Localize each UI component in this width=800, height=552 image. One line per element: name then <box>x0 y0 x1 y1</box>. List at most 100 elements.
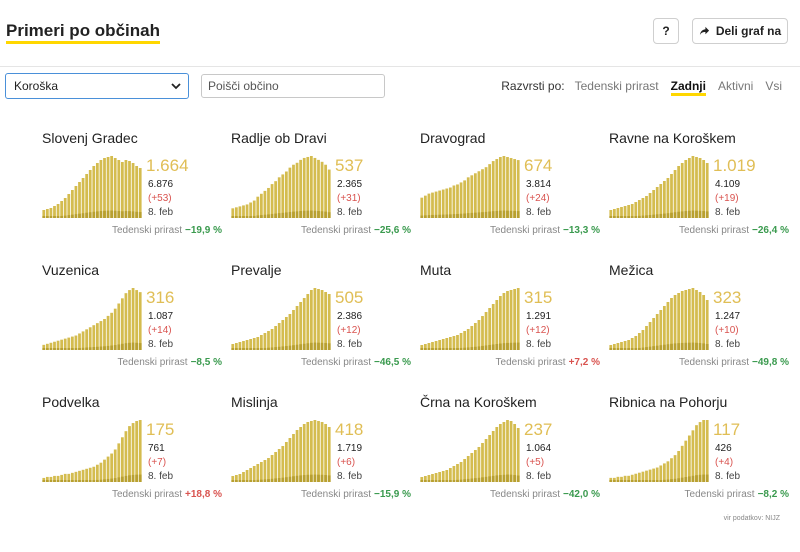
chart-bar-new <box>242 216 245 218</box>
chart-bar <box>609 477 613 482</box>
chart-bar <box>281 174 285 218</box>
last-date: 8. feb <box>526 339 552 350</box>
chart-bar <box>270 184 274 218</box>
chart-bar <box>306 156 310 218</box>
sort-option-active[interactable]: Aktivni <box>717 79 754 93</box>
chart-bar-new <box>637 215 641 218</box>
chart-bar <box>473 450 477 482</box>
chart-bar <box>477 171 481 218</box>
chart-bar-new <box>495 210 499 218</box>
chart-bar <box>502 156 506 218</box>
chart-bar-new <box>470 347 474 350</box>
chart-bar-new <box>655 345 659 350</box>
chart-bar <box>506 291 509 350</box>
chart-bar-new <box>516 342 520 350</box>
chart-bar <box>456 335 459 350</box>
new-cases: (+10) <box>715 325 739 336</box>
sort-option-latest[interactable]: Zadnji <box>670 80 706 96</box>
municipality-card[interactable]: Prevalje 505 2.386 (+12) 8. feb Tedenski prir… <box>231 252 411 370</box>
chart-bar-new <box>509 210 513 218</box>
chart-bar-new <box>313 210 317 218</box>
chart-bar-new <box>620 348 623 350</box>
chart-bar-new <box>302 475 306 482</box>
chart-bar-new <box>698 474 702 482</box>
municipality-card[interactable]: Vuzenica 316 1.087 (+14) 8. feb Tedenski prir… <box>42 252 222 370</box>
chart-bar-new <box>292 345 295 350</box>
municipality-card[interactable]: Mislinja 418 1.719 (+6) 8. feb Tedenski prira… <box>231 384 411 502</box>
chart-bar <box>506 157 509 218</box>
sort-option-all[interactable]: Vsi <box>765 79 782 93</box>
chart-bar <box>659 184 663 218</box>
new-cases: (+6) <box>337 457 356 468</box>
chart-bar <box>274 181 278 218</box>
chart-bar <box>302 424 306 482</box>
chart-bar-new <box>99 479 103 482</box>
municipality-card[interactable]: Muta 315 1.291 (+12) 8. feb Tedenski prirast +… <box>420 252 600 370</box>
weekly-growth-value: −8,2 % <box>757 489 789 500</box>
chart-bar-new <box>620 480 623 482</box>
sort-option-weekly[interactable]: Tedenski prirast <box>574 79 659 93</box>
chart-bar <box>309 156 313 218</box>
chart-bar <box>441 471 445 482</box>
chart-bar <box>81 331 85 350</box>
chart-bar <box>78 470 81 482</box>
chart-bar <box>259 462 263 482</box>
municipality-card[interactable]: Radlje ob Dravi 537 2.365 (+31) 8. feb Tedens… <box>231 120 411 238</box>
help-button[interactable]: ? <box>653 18 679 44</box>
municipality-card[interactable]: Črna na Koroškem 237 1.064 (+5) 8. feb Tedens… <box>420 384 600 502</box>
chart-bar <box>627 475 631 482</box>
chart-bar <box>659 465 663 482</box>
chart-bar <box>306 294 310 350</box>
chart-bar-new <box>452 480 456 482</box>
municipality-card[interactable]: Dravograd 674 3.814 (+24) 8. feb Tedenski pri… <box>420 120 600 238</box>
chart-bar-new <box>445 480 449 482</box>
chart-bar <box>702 420 706 482</box>
chart-bar <box>673 295 677 350</box>
chart-bar-new <box>295 344 299 350</box>
chart-bar-new <box>113 478 117 482</box>
chart-bar <box>252 200 256 218</box>
chart-bar-new <box>612 480 616 482</box>
weekly-growth-value: −13,3 % <box>563 225 600 236</box>
region-select[interactable]: Koroška <box>5 73 189 99</box>
chart-bar <box>680 163 684 218</box>
chart-bar <box>516 160 520 218</box>
chart-bar <box>652 318 656 350</box>
municipality-chart <box>609 156 709 218</box>
chart-bar <box>463 459 467 482</box>
chart-bar <box>259 193 263 218</box>
chart-bar-new <box>662 213 666 218</box>
municipality-card[interactable]: Ribnica na Pohorju 117 426 (+4) 8. feb Tedens… <box>609 384 789 502</box>
chart-bar <box>470 453 474 482</box>
chart-bar-new <box>691 342 695 350</box>
chart-bar <box>267 458 270 482</box>
chart-bar-new <box>702 474 706 482</box>
chart-bar-new <box>309 474 313 482</box>
chart-bar <box>263 460 267 482</box>
search-input[interactable] <box>201 74 385 98</box>
chart-bar <box>249 339 253 350</box>
active-cases: 1.664 <box>146 156 189 175</box>
municipality-card[interactable]: Podvelka 175 761 (+7) 8. feb Tedenski prirast… <box>42 384 222 502</box>
chart-bar-new <box>423 480 427 482</box>
chart-bar-new <box>488 211 492 218</box>
chart-bar-new <box>309 342 313 350</box>
weekly-growth-label: Tedenski prirast <box>684 489 755 500</box>
chart-bar-new <box>49 480 53 482</box>
chart-bar <box>702 160 706 218</box>
chart-bar-new <box>516 475 520 482</box>
chart-bar-new <box>702 211 706 218</box>
chart-bar <box>473 323 477 350</box>
chart-bar <box>299 427 303 482</box>
chart-bar <box>124 431 128 482</box>
total-cases: 2.386 <box>337 311 363 322</box>
chart-bar <box>274 452 278 482</box>
chart-bar <box>306 422 310 482</box>
chart-bar-new <box>498 210 502 218</box>
municipality-card[interactable]: Mežica 323 1.247 (+10) 8. feb Tedenski priras… <box>609 252 789 370</box>
chart-bar <box>502 293 506 350</box>
municipality-card[interactable]: Slovenj Gradec 1.664 6.876 (+53) 8. feb Teden… <box>42 120 222 238</box>
chart-bar <box>456 464 459 482</box>
municipality-card[interactable]: Ravne na Koroškem 1.019 4.109 (+19) 8. feb Te… <box>609 120 789 238</box>
share-button[interactable]: Deli graf na <box>692 18 788 44</box>
